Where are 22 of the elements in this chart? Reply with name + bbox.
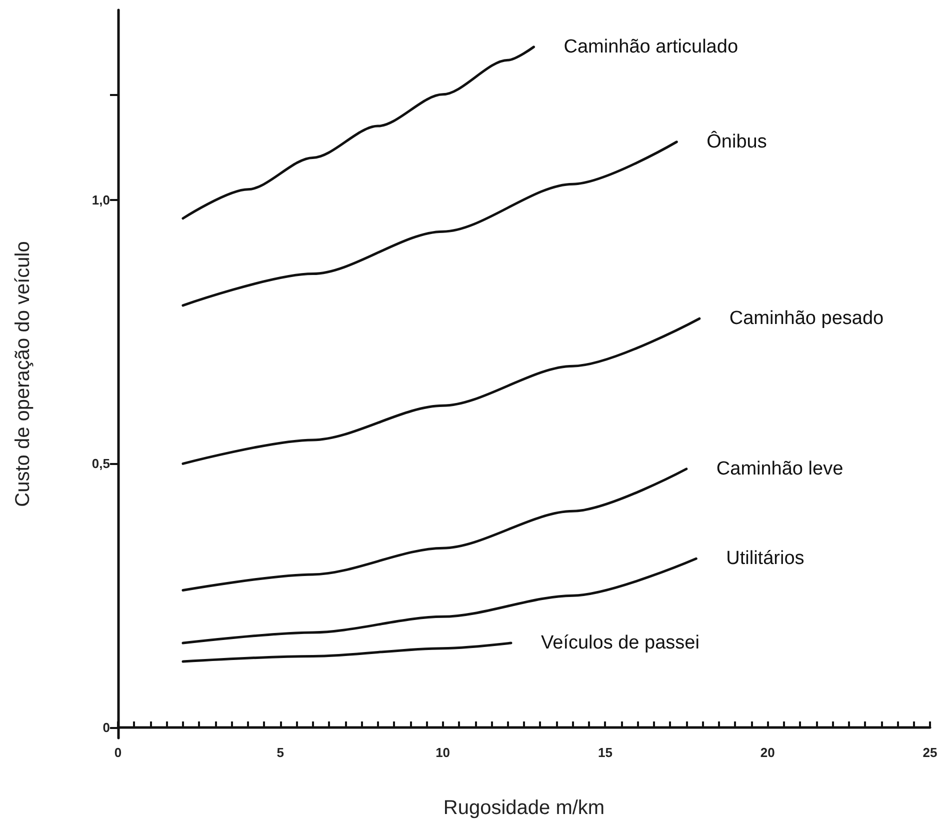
- y-tick-label: 0: [102, 720, 110, 735]
- line-series: [182, 317, 701, 465]
- y-axis-title: Custo de operação do veículo: [12, 241, 34, 507]
- series-label: Caminhão leve: [716, 458, 844, 480]
- x-tick-label: 10: [436, 745, 450, 760]
- y-tick-label: 0,5: [92, 456, 110, 472]
- x-tick-label: 0: [114, 745, 122, 760]
- y-tick-label: 1,0: [92, 192, 110, 208]
- series-label: Veículos de passei: [541, 632, 700, 654]
- series-label: Caminhão articulado: [564, 36, 738, 58]
- series-label: Caminhão pesado: [729, 308, 884, 330]
- series-label: Ônibus: [706, 130, 767, 152]
- line-series: [182, 642, 512, 663]
- x-tick-label: 5: [276, 745, 284, 760]
- line-series: [182, 46, 535, 220]
- line-series: [182, 140, 678, 307]
- line-series: [182, 468, 688, 592]
- x-tick-label: 15: [598, 745, 612, 760]
- x-tick-label: 20: [760, 745, 775, 760]
- series-label: Utilitários: [726, 548, 804, 570]
- x-tick-label: 25: [922, 745, 938, 760]
- x-axis-title: Rugosidade m/km: [443, 797, 605, 819]
